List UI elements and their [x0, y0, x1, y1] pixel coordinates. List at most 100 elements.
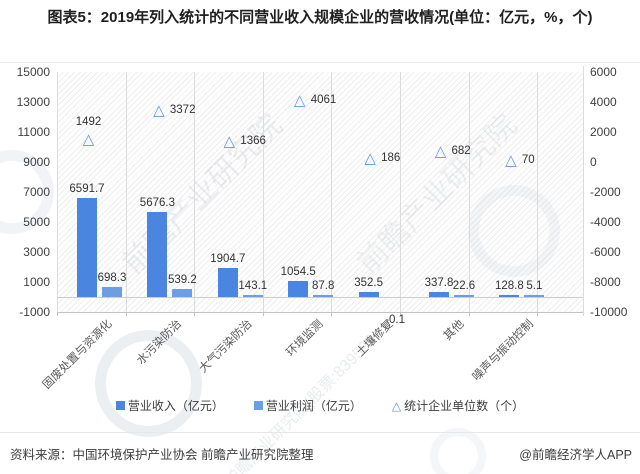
revenue-bar	[147, 211, 168, 297]
footer-divider	[0, 432, 640, 433]
plot-hatch-background	[57, 72, 583, 312]
profit-data-label: 143.1	[238, 279, 268, 292]
units-triangle-marker-icon: △	[434, 142, 447, 160]
category-label: 噪声与振动控制	[470, 318, 537, 384]
gridline	[537, 72, 539, 312]
profit-data-label: 5.1	[526, 280, 543, 292]
revenue-data-label: 352.5	[354, 276, 383, 289]
units-triangle-marker-icon: △	[364, 149, 376, 167]
axis-tick	[468, 312, 470, 316]
tick-label-left: 11000	[17, 125, 50, 139]
profit-data-label: 87.8	[311, 280, 335, 292]
gridline	[125, 72, 127, 312]
units-data-label: 4061	[310, 94, 337, 107]
tick-label-left: 7000	[23, 185, 50, 199]
profit-data-label: 539.2	[168, 273, 197, 286]
revenue-swatch-icon	[115, 401, 125, 410]
units-data-label: 1492	[75, 115, 102, 128]
revenue-data-label: 1054.5	[280, 266, 316, 279]
gridline	[194, 72, 196, 312]
units-triangle-marker-icon: △	[153, 102, 165, 120]
category-label: 环境监测	[284, 318, 326, 360]
legend-label-revenue: 营业收入（亿元）	[127, 399, 224, 413]
axis-tick	[262, 312, 264, 316]
tick-label-right: -6000	[590, 245, 621, 259]
tick-label-right: 6000	[590, 65, 617, 79]
revenue-bar	[288, 281, 309, 297]
tick-label-left: 15000	[16, 65, 50, 79]
tick-label-left: 1000	[23, 275, 50, 289]
units-data-label: 3372	[169, 104, 196, 117]
revenue-data-label: 6591.7	[69, 183, 105, 196]
units-data-label: 186	[381, 152, 401, 165]
gridline	[400, 72, 401, 312]
profit-bar	[172, 288, 193, 297]
units-triangle-marker-icon: △	[223, 132, 236, 150]
axis-tick	[537, 312, 539, 316]
revenue-data-label: 337.8	[424, 276, 454, 289]
revenue-bar	[77, 198, 97, 297]
axis-tick	[194, 312, 196, 316]
category-label: 土壤修复	[354, 318, 396, 360]
chart-legend: 营业收入（亿元） 营业利润（亿元） △ 统计企业单位数（个）	[0, 397, 640, 414]
zero-baseline	[57, 297, 583, 298]
credit-note: @前瞻经济学人APP	[519, 448, 632, 462]
tick-label-right: -2000	[590, 185, 621, 199]
profit-bar	[454, 295, 474, 297]
plot-right-border	[583, 66, 584, 316]
revenue-bar	[217, 268, 238, 297]
revenue-data-label: 5676.3	[139, 196, 175, 209]
legend-item-units: △ 统计企业单位数（个）	[392, 397, 524, 414]
profit-swatch-icon	[253, 401, 263, 410]
profit-data-label: 698.3	[97, 271, 127, 284]
triangle-marker-icon: △	[391, 398, 402, 413]
profit-bar	[102, 286, 122, 297]
x-axis-line	[57, 312, 583, 313]
axis-tick	[57, 312, 58, 316]
legend-label-units: 统计企业单位数（个）	[404, 399, 525, 413]
axis-tick	[400, 312, 401, 316]
axis-tick	[125, 312, 127, 316]
gridline	[57, 72, 58, 312]
gridline	[468, 72, 470, 312]
revenue-bar	[358, 291, 379, 297]
tick-label-right: -4000	[590, 215, 621, 229]
gridline	[262, 72, 264, 312]
top-divider	[0, 62, 640, 63]
legend-label-profit: 营业利润（亿元）	[265, 399, 362, 413]
units-triangle-marker-icon: △	[293, 91, 306, 109]
source-note: 资料来源：中国环境保护产业协会 前瞻产业研究院整理	[10, 448, 314, 462]
tick-label-right: 2000	[590, 125, 617, 139]
units-data-label: 70	[521, 153, 535, 166]
legend-item-profit: 营业利润（亿元）	[253, 397, 362, 414]
units-triangle-marker-icon: △	[505, 151, 517, 169]
revenue-data-label: 128.8	[495, 280, 524, 292]
units-triangle-marker-icon: △	[82, 130, 95, 148]
category-label: 水污染防治	[135, 318, 185, 368]
chart-title: 图表5：2019年列入统计的不同营业收入规模企业的营收情况(单位：亿元，%，个)	[47, 9, 593, 26]
tick-label-right: -8000	[590, 275, 621, 289]
category-label: 大气污染防治	[197, 318, 255, 376]
units-data-label: 1366	[240, 134, 266, 147]
tick-label-left: 13000	[16, 95, 50, 109]
tick-label-left: -1000	[19, 305, 50, 319]
profit-data-label: -0.1	[385, 314, 406, 326]
profit-bar	[242, 294, 263, 297]
tick-label-right: -10000	[590, 305, 628, 319]
units-data-label: 682	[451, 144, 471, 157]
legend-item-revenue: 营业收入（亿元）	[115, 397, 224, 414]
revenue-bar	[429, 291, 449, 297]
revenue-bar	[499, 295, 520, 297]
category-label: 其他	[441, 318, 466, 343]
profit-bar	[524, 295, 545, 297]
profit-data-label: 22.6	[452, 280, 476, 292]
tick-label-right: 0	[590, 155, 597, 169]
tick-label-left: 9000	[23, 155, 50, 169]
category-label: 固废处置与资源化	[40, 318, 114, 392]
profit-bar	[313, 295, 334, 297]
axis-tick	[331, 312, 333, 316]
revenue-data-label: 1904.7	[210, 253, 246, 266]
tick-label-left: 5000	[23, 215, 50, 229]
